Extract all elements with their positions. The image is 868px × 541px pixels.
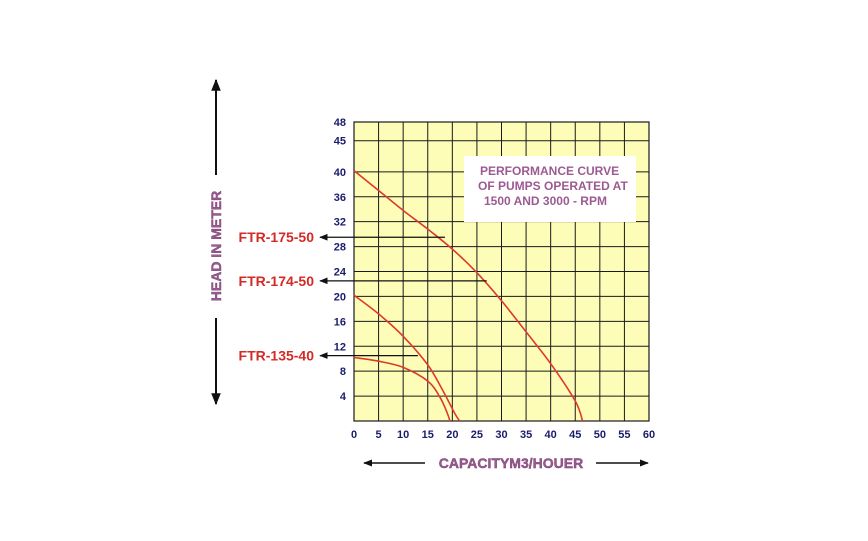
curve-ftr-174-50 bbox=[353, 294, 461, 422]
y-tick-label: 48 bbox=[334, 117, 346, 129]
y-tick-label: 40 bbox=[334, 167, 346, 179]
plot-border bbox=[353, 121, 650, 422]
x-tick-label: 60 bbox=[643, 429, 655, 441]
x-axis-title: CAPACITYM3/HOUER bbox=[439, 455, 583, 471]
series-label-ftr-174-50: FTR-174-50 bbox=[239, 273, 315, 289]
y-tick-label: 16 bbox=[334, 316, 346, 328]
y-tick-label: 8 bbox=[340, 366, 346, 378]
annotation-background bbox=[464, 156, 636, 222]
curve-ftr-135-40 bbox=[353, 356, 451, 422]
x-tick-label: 50 bbox=[594, 429, 606, 441]
x-tick-label: 25 bbox=[471, 429, 483, 441]
series-label-ftr-135-40: FTR-135-40 bbox=[239, 348, 315, 364]
x-tick-label: 45 bbox=[569, 429, 581, 441]
curve-ftr-175-50 bbox=[353, 169, 584, 422]
y-tick-label: 20 bbox=[334, 291, 346, 303]
y-tick-label: 36 bbox=[334, 192, 346, 204]
annotation-box: PERFORMANCE CURVE OF PUMPS OPERATED AT 1… bbox=[464, 156, 636, 222]
x-tick-label: 30 bbox=[495, 429, 507, 441]
x-tick-label: 5 bbox=[376, 429, 382, 441]
series-labels: FTR-175-50 FTR-174-50 FTR-135-40 bbox=[239, 229, 315, 363]
y-tick-label: 32 bbox=[334, 217, 346, 229]
annotation-line-2: OF PUMPS OPERATED AT bbox=[478, 179, 628, 193]
y-tick-label: 12 bbox=[334, 341, 346, 353]
curves bbox=[353, 169, 584, 422]
x-tick-labels: 0 5 10 15 20 25 30 35 40 45 50 55 60 bbox=[351, 429, 655, 441]
y-tick-label: 28 bbox=[334, 242, 346, 254]
series-pointers bbox=[319, 233, 487, 359]
x-tick-label: 20 bbox=[446, 429, 458, 441]
y-axis-title: HEAD IN METER bbox=[208, 191, 224, 301]
x-tick-label: 15 bbox=[422, 429, 434, 441]
annotation-line-3: 1500 AND 3000 - RPM bbox=[484, 194, 607, 208]
y-tick-label: 24 bbox=[334, 267, 347, 279]
x-tick-label: 10 bbox=[397, 429, 409, 441]
x-tick-label: 0 bbox=[351, 429, 357, 441]
series-label-ftr-175-50: FTR-175-50 bbox=[239, 229, 315, 245]
y-tick-label: 4 bbox=[340, 391, 347, 403]
x-tick-label: 35 bbox=[520, 429, 532, 441]
x-tick-label: 40 bbox=[545, 429, 557, 441]
annotation-line-1: PERFORMANCE CURVE bbox=[480, 164, 619, 178]
y-tick-label: 45 bbox=[334, 136, 346, 148]
x-tick-label: 55 bbox=[618, 429, 630, 441]
